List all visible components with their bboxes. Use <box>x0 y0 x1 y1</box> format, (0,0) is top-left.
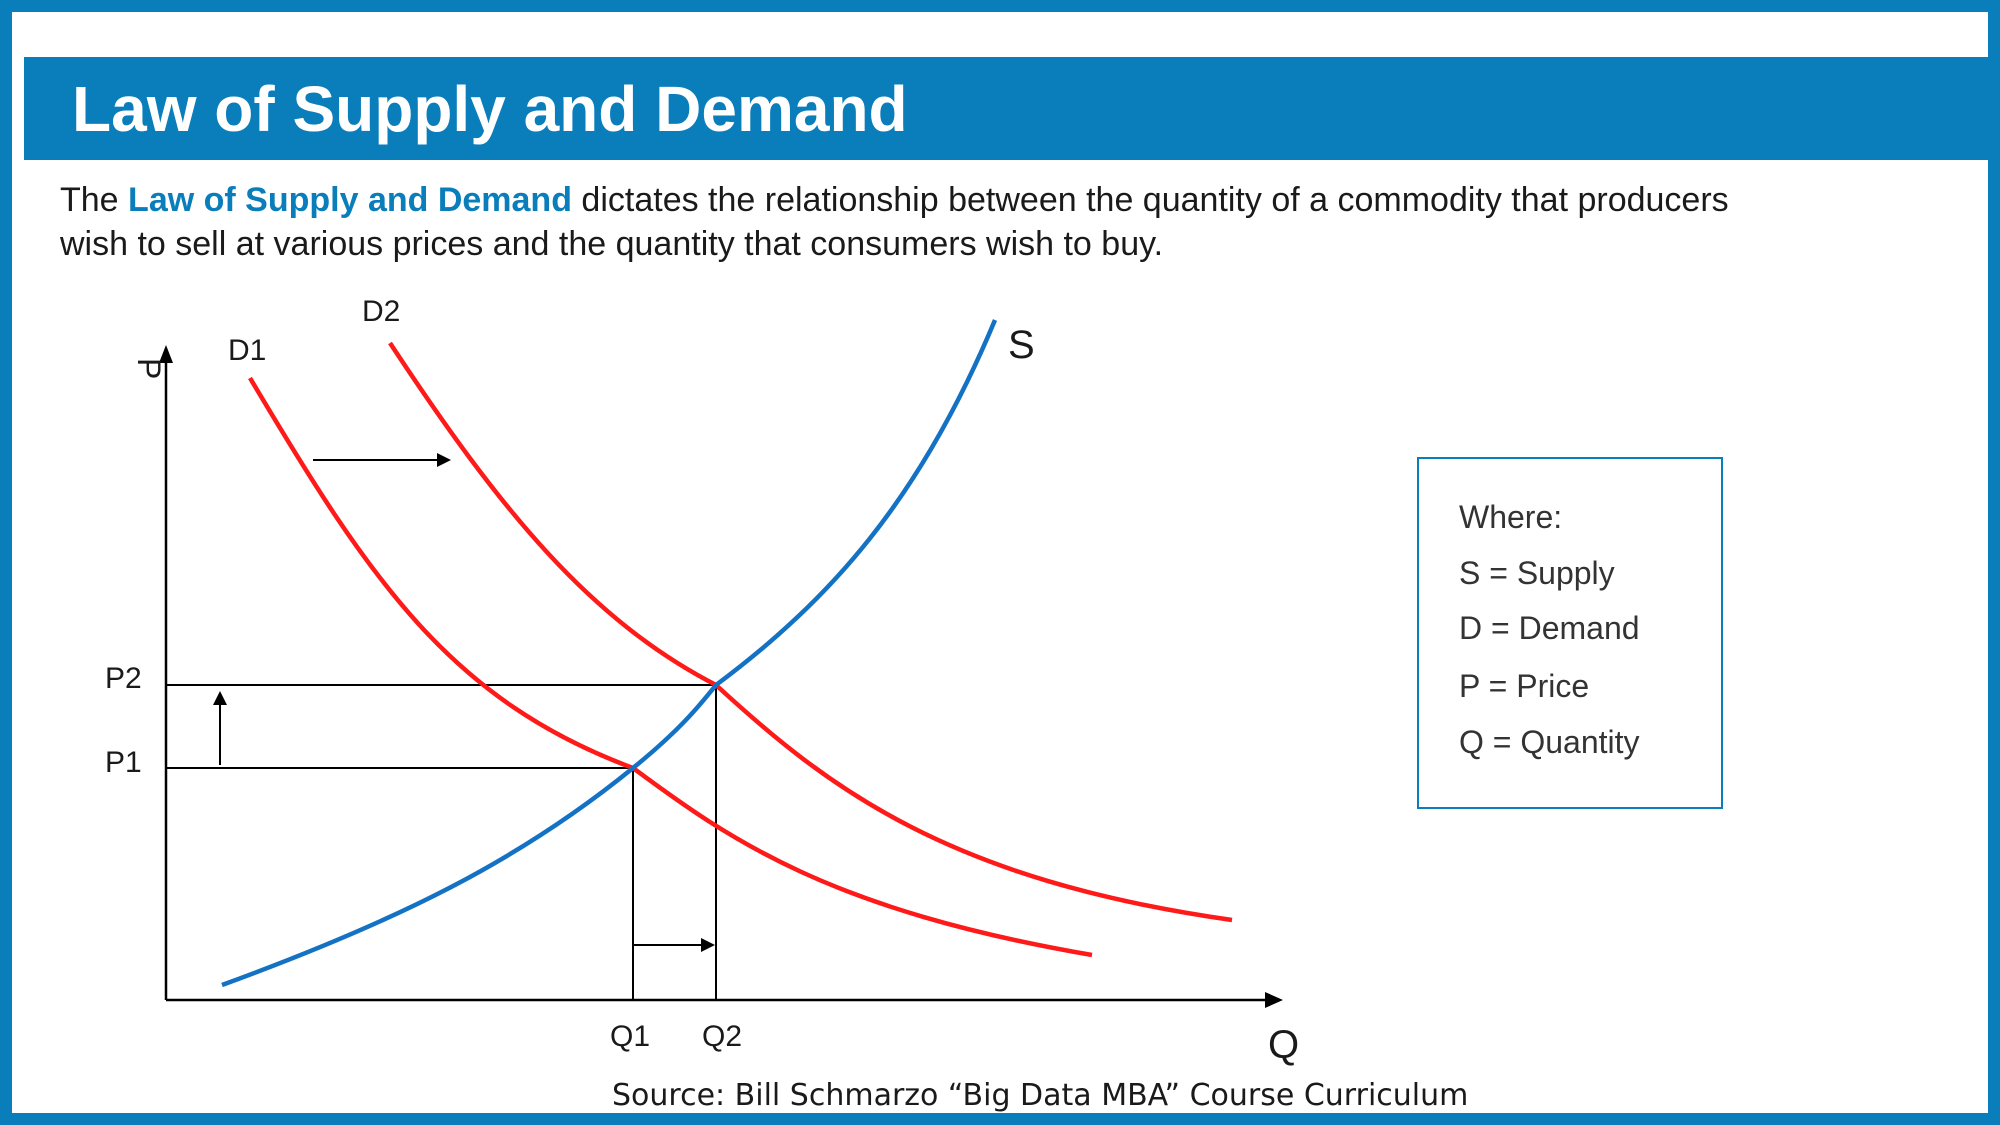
demand-curve-d1 <box>248 376 1093 958</box>
intro-rest: dictates the relationship between the qu… <box>60 181 1729 263</box>
demand-shift-arrowhead <box>437 453 451 467</box>
p1-tick-label: P1 <box>105 746 142 779</box>
x-axis-label: Q <box>1268 1023 1299 1067</box>
intro-prefix: The <box>60 181 129 219</box>
x-axis-arrowhead <box>1265 992 1283 1008</box>
intro-paragraph: The Law of Supply and Demand dictates th… <box>60 178 1760 266</box>
q2-tick-label: Q2 <box>702 1020 742 1053</box>
legend-box: Where: S = Supply D = Demand P = Price Q… <box>1417 457 1723 809</box>
demand-curve-d2 <box>388 341 1233 923</box>
supply-label: S <box>1008 323 1035 367</box>
intro-highlight: Law of Supply and Demand <box>128 181 572 219</box>
price-shift-arrowhead <box>213 691 227 705</box>
quantity-shift-arrowhead <box>701 938 715 952</box>
supply-curve <box>221 319 998 988</box>
q1-tick-label: Q1 <box>610 1020 650 1053</box>
d2-label: D2 <box>362 295 400 328</box>
p2-tick-label: P2 <box>105 662 142 695</box>
legend-heading: Where: <box>1459 499 1563 535</box>
page-title: Law of Supply and Demand <box>72 73 908 145</box>
legend-item-demand: D = Demand <box>1459 610 1640 646</box>
y-axis-label: P <box>131 358 167 379</box>
y-axis-arrowhead <box>159 345 173 363</box>
legend-item-supply: S = Supply <box>1459 555 1615 591</box>
legend-item-quantity: Q = Quantity <box>1459 724 1640 760</box>
title-banner: Law of Supply and Demand <box>24 57 2000 160</box>
legend-item-price: P = Price <box>1459 668 1590 704</box>
source-citation: Source: Bill Schmarzo “Big Data MBA” Cou… <box>612 1078 1469 1113</box>
d1-label: D1 <box>228 334 266 367</box>
